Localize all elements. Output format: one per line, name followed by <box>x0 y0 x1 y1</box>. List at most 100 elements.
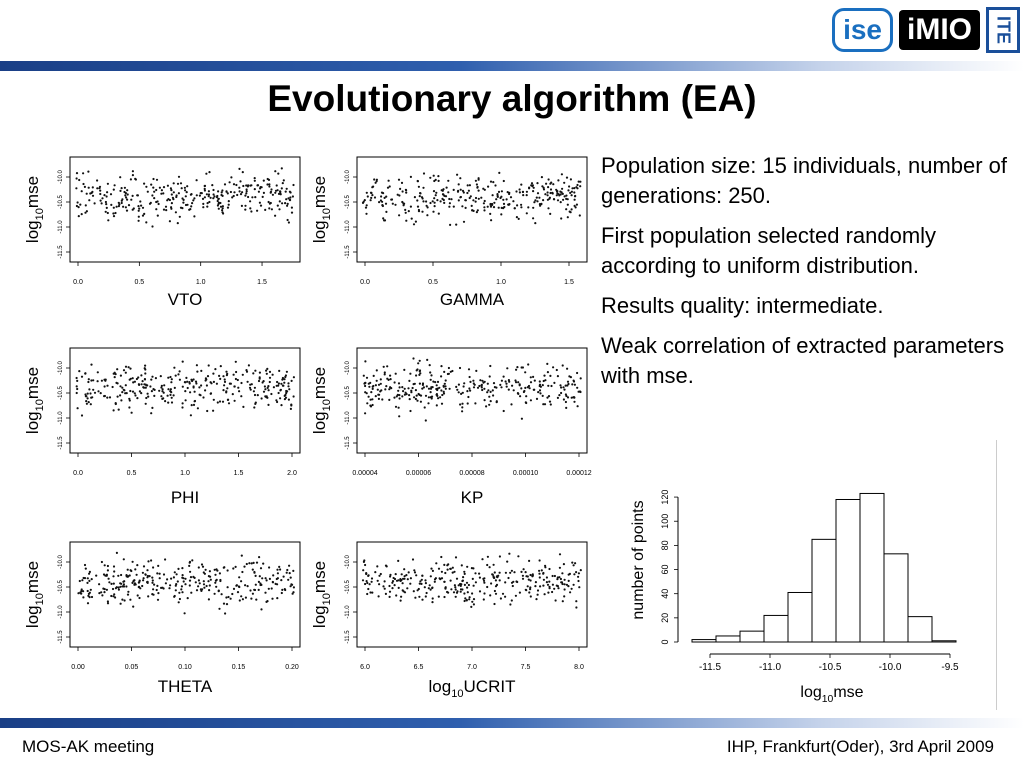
scatter-point <box>560 386 563 389</box>
scatter-point <box>558 394 561 397</box>
scatter-point <box>559 577 563 581</box>
scatter-point <box>543 593 546 596</box>
scatter-point <box>287 382 290 385</box>
scatter-point <box>281 588 284 592</box>
scatter-point <box>87 186 90 189</box>
scatter-point <box>472 382 475 385</box>
scatter-point <box>451 571 454 574</box>
scatter-point <box>151 194 154 197</box>
scatter-point <box>532 186 535 189</box>
scatter-point <box>486 563 489 567</box>
scatter-point <box>134 568 137 571</box>
scatter-point <box>165 209 168 212</box>
scatter-point <box>212 380 215 383</box>
scatter-point <box>561 192 564 195</box>
scatter-point <box>236 378 239 382</box>
scatter-point <box>87 401 90 404</box>
scatter-point <box>226 372 229 375</box>
scatter-point <box>473 383 476 386</box>
scatter-point <box>460 583 463 586</box>
scatter-point <box>192 385 195 388</box>
scatter-point <box>160 192 163 195</box>
scatter-point <box>376 579 379 582</box>
y-tick-label: -11.5 <box>58 436 64 450</box>
scatter-point <box>362 200 365 203</box>
scatter-point <box>75 177 78 180</box>
scatter-point <box>462 385 465 388</box>
scatter-point <box>141 206 145 209</box>
scatter-point <box>371 398 374 401</box>
scatter-point <box>232 373 235 376</box>
scatter-point <box>195 589 199 592</box>
scatter-point <box>278 200 281 203</box>
scatter-point <box>502 207 505 210</box>
scatter-point <box>290 583 293 586</box>
scatter-point <box>425 591 428 595</box>
scatter-point <box>124 192 127 195</box>
y-axis-label: log10mse <box>310 176 333 243</box>
scatter-point <box>267 587 270 590</box>
scatter-point <box>563 195 566 198</box>
scatter-point <box>280 167 283 170</box>
scatter-point <box>268 207 271 210</box>
scatter-point <box>260 186 263 189</box>
scatter-point <box>215 585 218 588</box>
scatter-point <box>496 575 499 579</box>
scatter-point <box>162 208 166 211</box>
scatter-point <box>283 381 286 384</box>
scatter-point <box>291 592 294 595</box>
scatter-point <box>82 182 85 186</box>
scatter-point <box>531 184 535 187</box>
scatter-point <box>200 589 203 593</box>
x-tick-label: 0.0 <box>73 470 83 477</box>
scatter-point <box>409 175 412 178</box>
scatter-point <box>405 574 408 577</box>
scatter-point <box>136 594 139 597</box>
scatter-point <box>371 387 374 390</box>
scatter-point <box>403 568 406 571</box>
scatter-point <box>365 204 368 207</box>
scatter-point <box>524 588 527 591</box>
scatter-point <box>164 582 167 585</box>
scatter-point <box>488 375 491 378</box>
scatter-point <box>223 380 227 383</box>
scatter-point <box>439 396 442 399</box>
scatter-point <box>538 569 541 572</box>
scatter-point <box>112 565 116 568</box>
scatter-point <box>119 394 122 397</box>
scatter-point <box>490 219 493 222</box>
scatter-point <box>172 198 175 201</box>
scatter-point <box>276 572 279 575</box>
scatter-point <box>568 210 571 213</box>
scatter-point <box>189 391 192 394</box>
scatter-point <box>364 391 367 394</box>
scatter-point <box>455 591 459 594</box>
scatter-point <box>271 597 274 600</box>
scatter-point <box>468 598 471 601</box>
scatter-point <box>193 197 196 200</box>
scatter-point <box>384 564 388 567</box>
scatter-point <box>281 378 284 381</box>
scatter-point <box>284 202 287 205</box>
scatter-point <box>227 200 230 203</box>
scatter-point <box>516 392 520 395</box>
scatter-point <box>540 569 543 572</box>
scatter-point <box>464 199 467 202</box>
scatter-point <box>284 393 287 396</box>
scatter-point <box>557 193 560 196</box>
scatter-point <box>400 573 403 576</box>
slide-title: Evolutionary algorithm (EA) <box>267 78 757 119</box>
scatter-point <box>249 184 252 187</box>
scatter-point <box>167 388 170 391</box>
scatter-point <box>153 394 156 397</box>
scatter-point <box>86 397 89 400</box>
scatter-point <box>427 387 431 390</box>
scatter-point <box>88 388 91 391</box>
scatter-point <box>418 359 421 362</box>
scatter-point <box>389 575 392 578</box>
scatter-point <box>366 402 369 405</box>
scatter-point <box>237 585 240 588</box>
x-axis-label: PHI <box>171 488 199 507</box>
scatter-point <box>119 385 122 388</box>
